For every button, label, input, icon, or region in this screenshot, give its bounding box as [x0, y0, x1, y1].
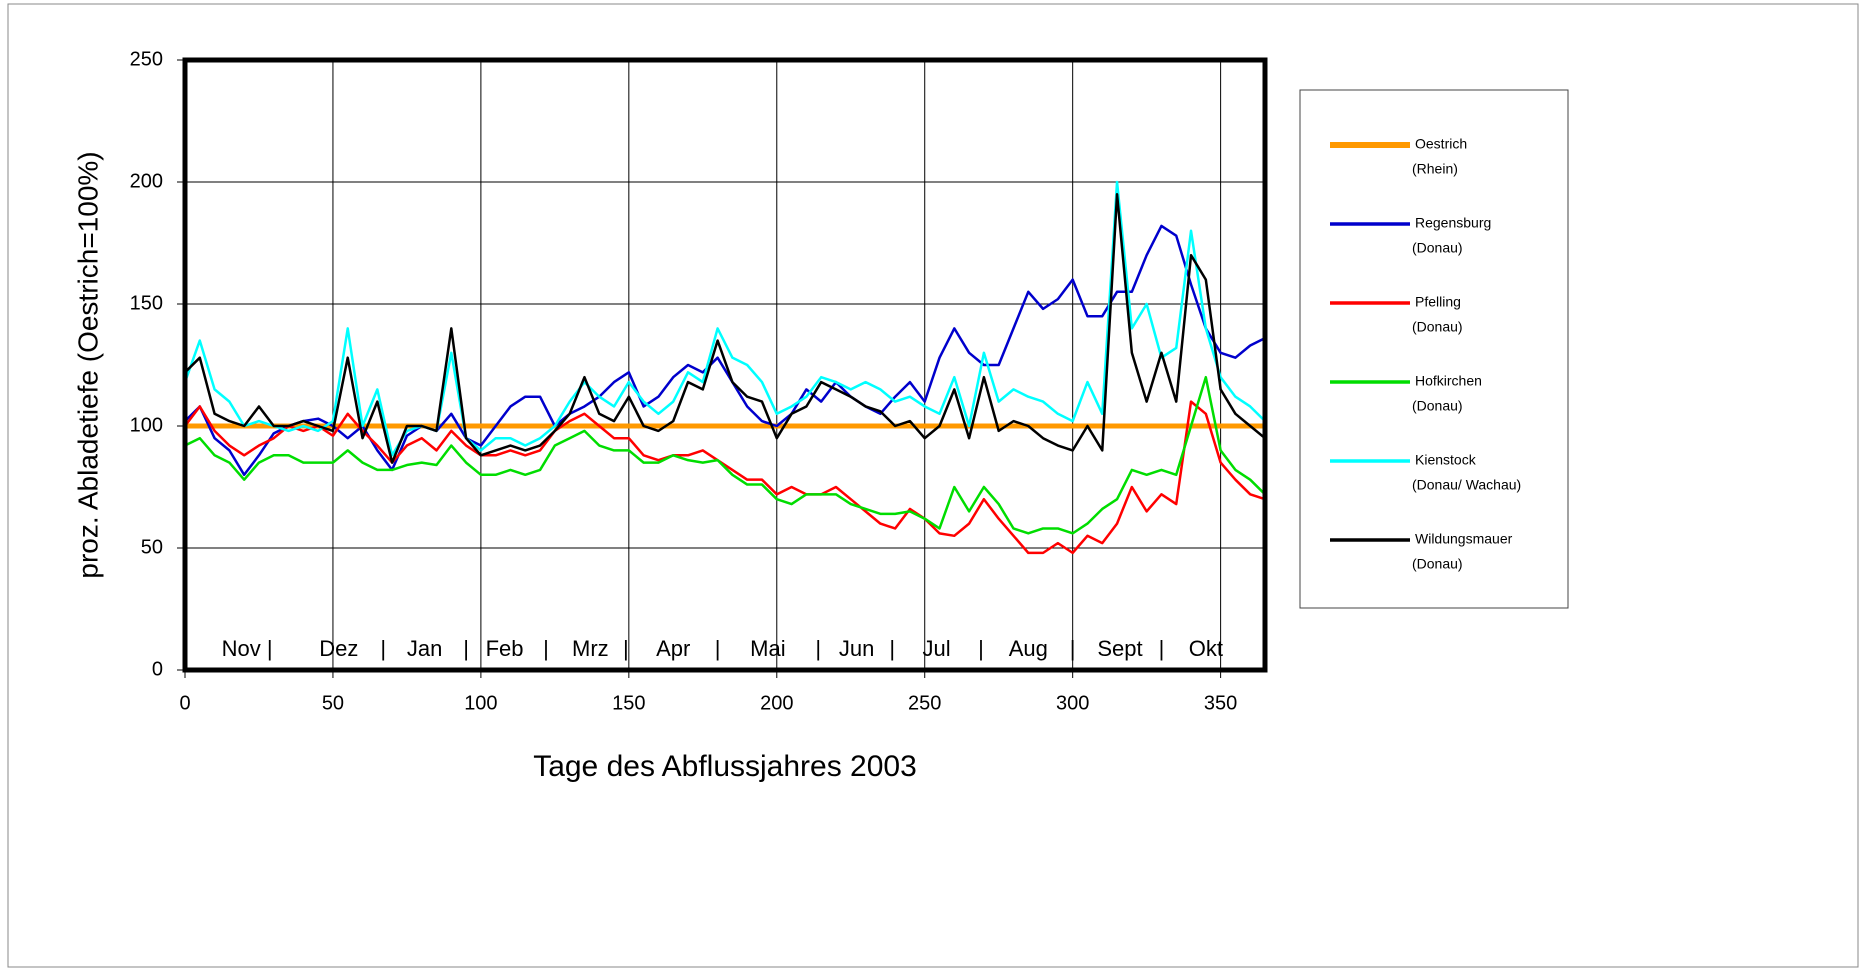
- outer-frame: [7, 3, 1859, 968]
- legend-sublabel: (Donau): [1412, 240, 1463, 256]
- y-tick-label: 200: [130, 170, 163, 192]
- series-line: [183, 180, 1266, 457]
- legend-sublabel: (Donau): [1412, 398, 1463, 414]
- month-label: Okt: [1189, 636, 1223, 661]
- x-tick-label: 250: [908, 692, 941, 714]
- x-tick-label: 350: [1204, 692, 1237, 714]
- month-label: |: [623, 636, 629, 661]
- month-label: |: [1159, 636, 1165, 661]
- y-tick-label: 0: [152, 658, 163, 680]
- series-line: [184, 375, 1266, 535]
- legend-sublabel: (Donau): [1412, 319, 1463, 335]
- month-label: Dez: [319, 636, 358, 661]
- month-label: |: [978, 636, 984, 661]
- month-label: Apr: [656, 636, 690, 661]
- legend-label: Hofkirchen: [1415, 373, 1482, 389]
- y-tick-label: 100: [130, 414, 163, 436]
- month-label: Feb: [486, 636, 524, 661]
- legend-sublabel: (Rhein): [1412, 161, 1458, 177]
- month-label: Mai: [750, 636, 785, 661]
- x-tick-label: 150: [612, 692, 645, 714]
- month-label: Sept: [1097, 636, 1142, 661]
- month-label: Nov |: [222, 636, 273, 661]
- x-tick-label: 0: [179, 692, 190, 714]
- x-tick-label: 300: [1056, 692, 1089, 714]
- month-label: Aug: [1009, 636, 1048, 661]
- month-label: |: [543, 636, 549, 661]
- plot-frame: [182, 57, 1268, 673]
- x-axis-label: Tage des Abflussjahres 2003: [533, 750, 917, 783]
- month-label: |: [815, 636, 821, 661]
- legend-label: Oestrich: [1415, 136, 1467, 152]
- legend-sublabel: (Donau): [1412, 556, 1463, 572]
- legend-box: [1299, 89, 1569, 609]
- month-label: |: [889, 636, 895, 661]
- legend-label: Kienstock: [1415, 452, 1477, 468]
- legend-label: Regensburg: [1415, 215, 1491, 231]
- legend-sublabel: (Donau/ Wachau): [1412, 477, 1521, 493]
- y-tick-label: 250: [130, 48, 163, 70]
- series-line: [184, 192, 1266, 464]
- legend-label: Pfelling: [1415, 294, 1461, 310]
- month-label: Mrz: [572, 636, 609, 661]
- month-label: Jan: [407, 636, 442, 661]
- month-label: Jul: [922, 636, 950, 661]
- y-tick-label: 50: [141, 536, 163, 558]
- legend-label: Wildungsmauer: [1415, 531, 1513, 547]
- x-tick-label: 200: [760, 692, 793, 714]
- month-label: |: [463, 636, 469, 661]
- y-axis-label: proz. Abladetiefe (Oestrich=100%): [72, 151, 103, 578]
- month-label: Jun: [839, 636, 874, 661]
- x-tick-label: 50: [322, 692, 344, 714]
- month-label: |: [1070, 636, 1076, 661]
- x-tick-label: 100: [464, 692, 497, 714]
- month-label: |: [380, 636, 386, 661]
- y-tick-label: 150: [130, 292, 163, 314]
- month-label: |: [715, 636, 721, 661]
